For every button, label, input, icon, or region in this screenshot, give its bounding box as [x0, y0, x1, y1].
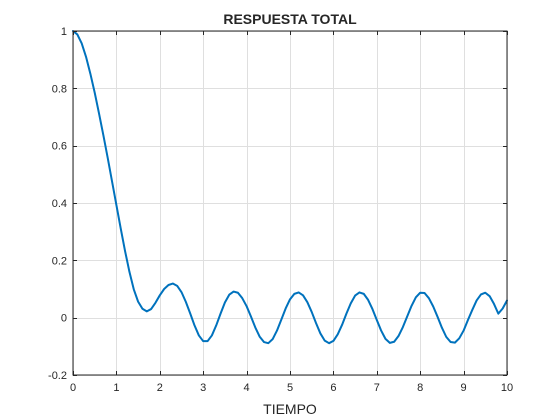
x-tick-label: 9: [461, 382, 467, 394]
x-tick-label: 3: [200, 382, 206, 394]
series-layer: [72, 30, 508, 345]
tick-layer: [73, 31, 508, 376]
x-tick-label: 4: [244, 382, 250, 394]
y-tick-label: 0: [61, 313, 67, 325]
x-tick-label: 10: [501, 382, 513, 394]
x-tick-label: 0: [70, 382, 76, 394]
x-tick-label: 1: [113, 382, 119, 394]
x-tick-label: 7: [374, 382, 380, 394]
x-axis-title: TIEMPO: [263, 401, 317, 417]
tick-label-layer: 0 1 2 3 4 5 6 7 8 9 10-0.200.20.40.60.81: [48, 26, 513, 394]
y-tick-label: -0.2: [48, 370, 67, 382]
y-tick-label: 0.2: [52, 255, 67, 267]
y-tick-label: 0.4: [52, 198, 67, 210]
x-tick-label: 2: [157, 382, 163, 394]
y-tick-label: 0.6: [52, 141, 67, 153]
y-tick-label: 0.8: [52, 83, 67, 95]
x-tick-label: 5: [287, 382, 293, 394]
x-tick-label: 6: [330, 382, 336, 394]
response-series-line: [72, 30, 508, 345]
chart-title: RESPUESTA TOTAL: [223, 11, 357, 27]
x-tick-label: 8: [417, 382, 423, 394]
y-tick-label: 1: [61, 26, 67, 38]
